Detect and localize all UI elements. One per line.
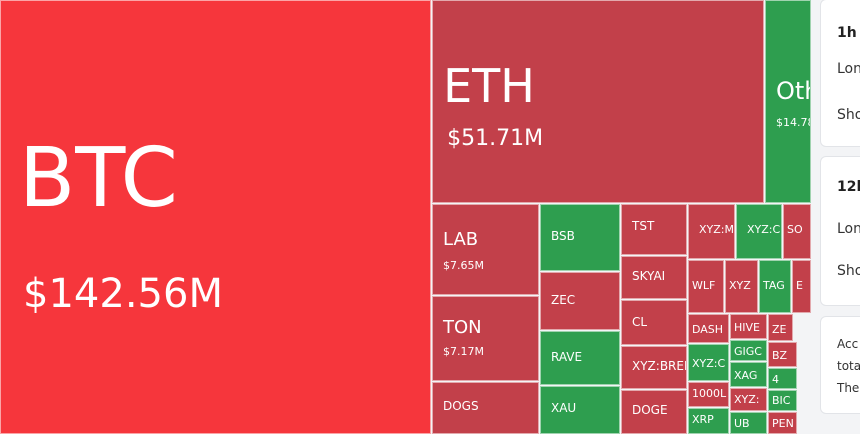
tile[interactable]: XYZ:MI [688, 204, 735, 259]
tile[interactable]: SO [783, 204, 811, 259]
card-row: Acc [837, 337, 859, 351]
tile-label: XYZ: [734, 393, 760, 406]
tile-label: DOGE [632, 403, 668, 417]
tile-label: 4 [772, 373, 779, 386]
tile[interactable]: BIC [768, 390, 797, 411]
tile-value: $7.65M [443, 259, 484, 272]
card-title: 1h [837, 25, 857, 41]
tile[interactable]: 4 [768, 368, 797, 389]
tile-label: ZE [772, 323, 787, 336]
tile-label: HIVE [734, 321, 760, 334]
tile-label: BIC [772, 394, 791, 407]
tile[interactable]: UB [730, 412, 767, 434]
card-row: The [837, 381, 860, 395]
tile[interactable]: DOGE [621, 390, 687, 434]
tile-label: DASH [692, 323, 724, 336]
tile-label: GIGC [734, 345, 762, 358]
card-row: Lon [837, 221, 860, 237]
tile-value: $51.71M [447, 126, 544, 151]
tile[interactable]: XYZ:C [736, 204, 782, 259]
tile-label: BZ [772, 349, 788, 362]
tile-label: XYZ:BREN [632, 359, 687, 373]
tile-label: 1000L [692, 387, 727, 400]
tile[interactable]: WLF [688, 260, 724, 313]
tile-value: $142.56M [23, 271, 223, 317]
tile-label: UB [734, 417, 750, 430]
tile-label: XYZ:MI [699, 223, 735, 236]
tile[interactable]: HIVE [730, 314, 767, 339]
tile-label: TAG [763, 279, 785, 292]
card: Acc tota The [820, 316, 860, 414]
tile-label: BTC [19, 131, 178, 226]
tile[interactable]: XYZ [725, 260, 758, 313]
tile-label: XYZ:C [692, 357, 726, 370]
tile[interactable]: BTC $142.56M [0, 0, 431, 434]
tile[interactable]: E [792, 260, 811, 313]
tile-label: CL [632, 315, 648, 329]
tile[interactable]: XAG [730, 362, 767, 387]
tile-label: LAB [443, 229, 479, 250]
card-title: 12h [837, 179, 860, 195]
tile-label: XRP [692, 413, 714, 426]
tile[interactable]: Oth $14.78 [765, 0, 811, 203]
tile[interactable]: SKYAI [621, 256, 687, 299]
tile-label: PEN [772, 417, 794, 430]
tile-label: XYZ:C [747, 223, 781, 236]
tile[interactable]: BSB [540, 204, 620, 271]
tile[interactable]: LAB $7.65M [432, 204, 539, 295]
tile-label: RAVE [551, 350, 583, 364]
tile-label: XAG [734, 369, 758, 382]
tile[interactable]: ZE [768, 314, 793, 341]
card-row: Sho [837, 107, 860, 123]
tile[interactable]: DOGS [432, 382, 539, 434]
tile-label: ETH [443, 59, 535, 113]
tile-label: E [796, 279, 803, 292]
tile[interactable]: BZ [768, 342, 797, 367]
tile-label: WLF [692, 279, 716, 292]
tile[interactable]: GIGC [730, 340, 767, 361]
tile[interactable]: TON $7.17M [432, 296, 539, 381]
tile-label: Oth [776, 77, 810, 105]
tile[interactable]: CL [621, 300, 687, 345]
card-row: tota [837, 359, 860, 373]
tile-label: XYZ [729, 279, 751, 292]
tile[interactable]: TAG [759, 260, 791, 313]
tile[interactable]: TST [621, 204, 687, 255]
card: 12h Lon Sho [820, 156, 860, 306]
tile[interactable]: RAVE [540, 331, 620, 385]
tile[interactable]: XRP [688, 408, 729, 434]
card-row: Lon [837, 61, 860, 77]
tile-label: BSB [551, 229, 575, 243]
tile-label: SKYAI [632, 269, 666, 283]
card: 1h Lon Sho [820, 0, 860, 147]
tile[interactable]: XYZ:C [688, 344, 729, 381]
tile[interactable]: ETH $51.71M [432, 0, 764, 203]
tile-label: XAU [551, 401, 577, 415]
tile-value: $7.17M [443, 345, 484, 358]
tile-label: ZEC [551, 293, 576, 307]
tile[interactable]: XAU [540, 386, 620, 434]
card-row: Sho [837, 263, 860, 279]
tile-label: TON [443, 317, 482, 338]
tile-value: $14.78 [776, 116, 811, 129]
tile[interactable]: PEN [768, 412, 797, 434]
tile[interactable]: XYZ:BREN [621, 346, 687, 389]
tile[interactable]: DASH [688, 314, 729, 343]
tile[interactable]: XYZ: [730, 388, 767, 411]
tile-label: DOGS [443, 399, 479, 413]
tile[interactable]: ZEC [540, 272, 620, 330]
tile-label: SO [787, 223, 803, 236]
tile[interactable]: 1000L [688, 382, 729, 407]
tile-label: TST [632, 219, 655, 233]
